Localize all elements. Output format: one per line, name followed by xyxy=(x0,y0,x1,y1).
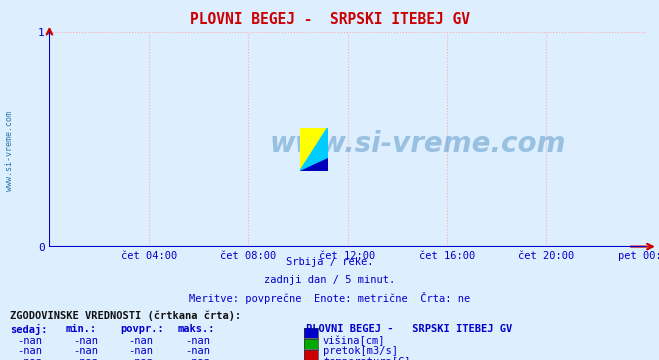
Text: -nan: -nan xyxy=(185,357,210,360)
Text: temperatura[C]: temperatura[C] xyxy=(323,357,411,360)
Text: -nan: -nan xyxy=(185,336,210,346)
Text: PLOVNI BEGEJ -  SRPSKI ITEBEJ GV: PLOVNI BEGEJ - SRPSKI ITEBEJ GV xyxy=(190,12,469,27)
Text: pretok[m3/s]: pretok[m3/s] xyxy=(323,346,398,356)
Polygon shape xyxy=(300,128,328,171)
Text: -nan: -nan xyxy=(17,346,42,356)
Text: www.si-vreme.com: www.si-vreme.com xyxy=(270,130,567,158)
Polygon shape xyxy=(300,128,328,171)
Text: zadnji dan / 5 minut.: zadnji dan / 5 minut. xyxy=(264,275,395,285)
Text: povpr.:: povpr.: xyxy=(121,324,164,334)
Text: -nan: -nan xyxy=(17,357,42,360)
Text: višina[cm]: višina[cm] xyxy=(323,336,386,346)
Text: PLOVNI BEGEJ -   SRPSKI ITEBEJ GV: PLOVNI BEGEJ - SRPSKI ITEBEJ GV xyxy=(306,324,513,334)
Text: -nan: -nan xyxy=(73,336,98,346)
Text: -nan: -nan xyxy=(185,346,210,356)
Text: maks.:: maks.: xyxy=(178,324,215,334)
Text: -nan: -nan xyxy=(73,346,98,356)
Text: -nan: -nan xyxy=(128,346,153,356)
Text: ZGODOVINSKE VREDNOSTI (črtkana črta):: ZGODOVINSKE VREDNOSTI (črtkana črta): xyxy=(10,310,241,321)
Text: sedaj:: sedaj: xyxy=(10,324,47,335)
Text: Srbija / reke.: Srbija / reke. xyxy=(286,257,373,267)
Text: -nan: -nan xyxy=(73,357,98,360)
Text: -nan: -nan xyxy=(17,336,42,346)
Text: -nan: -nan xyxy=(128,336,153,346)
Polygon shape xyxy=(300,158,328,171)
Text: -nan: -nan xyxy=(128,357,153,360)
Text: Meritve: povprečne  Enote: metrične  Črta: ne: Meritve: povprečne Enote: metrične Črta:… xyxy=(189,292,470,304)
Text: min.:: min.: xyxy=(66,324,97,334)
Text: www.si-vreme.com: www.si-vreme.com xyxy=(5,111,14,191)
